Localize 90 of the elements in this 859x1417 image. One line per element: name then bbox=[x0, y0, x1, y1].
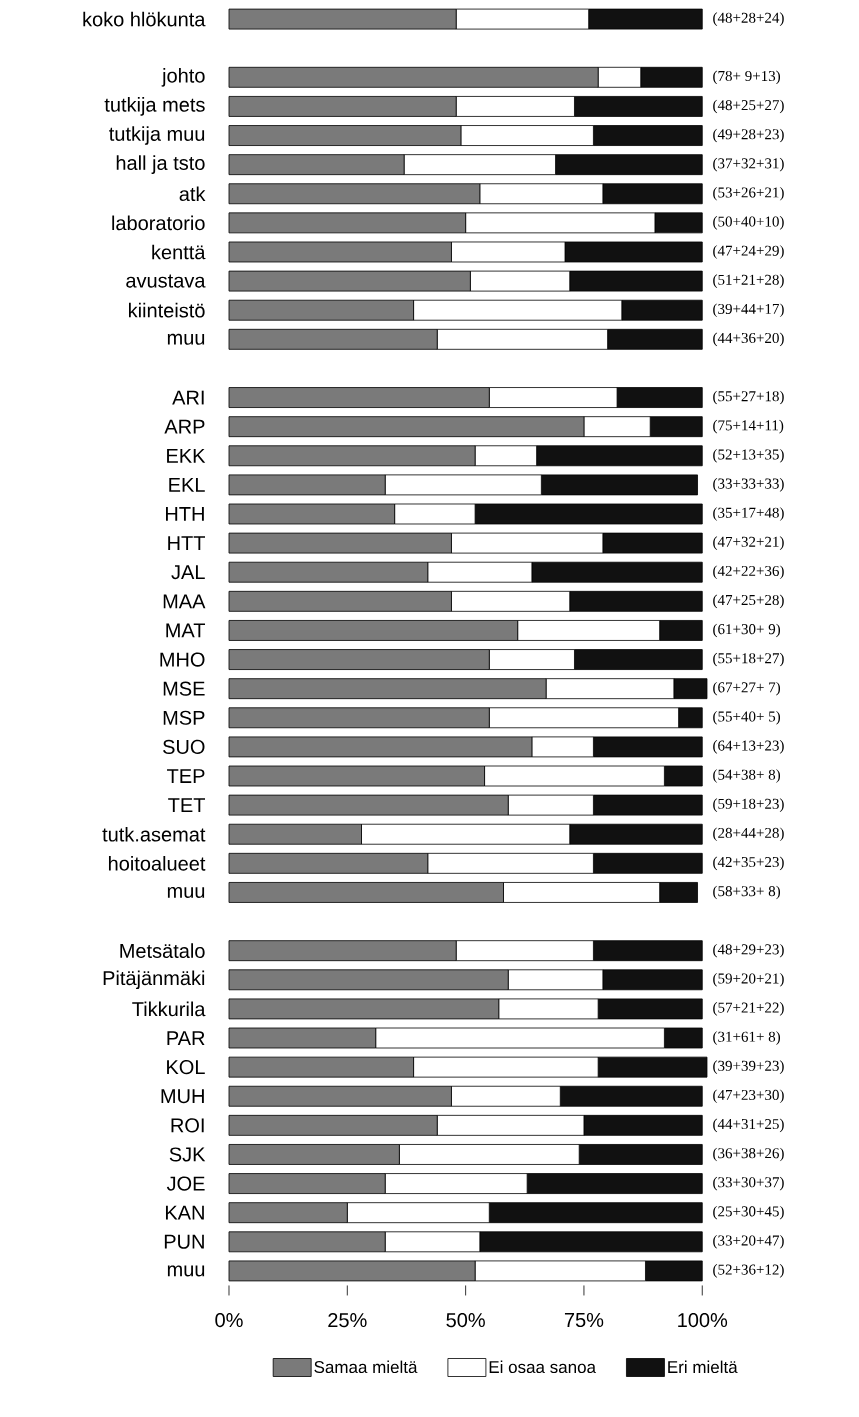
y-tick-label: MHO bbox=[160, 652, 205, 667]
total-label: (48+29+23) bbox=[713, 943, 784, 958]
y-tick-label: MAA bbox=[163, 594, 206, 609]
total-label: (54+38+ 8) bbox=[713, 769, 781, 783]
total-label: (31+61+ 8) bbox=[713, 1031, 781, 1045]
total-label: (42+22+36) bbox=[713, 565, 784, 580]
legend-label: Ei osaa sanoa bbox=[489, 1360, 597, 1374]
total-label: (39+39+23) bbox=[713, 1060, 784, 1074]
y-tick-label: tutk.asemat bbox=[102, 826, 206, 842]
total-label: (52+13+35) bbox=[713, 448, 784, 463]
total-label: (44+36+20) bbox=[713, 332, 784, 347]
total-label: (49+28+23) bbox=[713, 128, 784, 143]
x-tick-label: 0% bbox=[215, 1313, 243, 1328]
y-tick-label: hall ja tsto bbox=[116, 155, 205, 174]
total-label: (64+13+23) bbox=[713, 740, 784, 754]
total-label: (47+24+29) bbox=[713, 245, 784, 259]
y-tick-label: HTH bbox=[166, 507, 204, 521]
y-tick-label: EKK bbox=[167, 448, 206, 463]
y-tick-label: avustava bbox=[126, 274, 206, 288]
y-tick-label: MUH bbox=[161, 1089, 204, 1104]
total-label: (50+40+10) bbox=[713, 216, 784, 230]
total-label: (55+18+27) bbox=[713, 652, 784, 667]
legend-label: Samaa mieltä bbox=[314, 1360, 418, 1374]
y-tick-label: muu bbox=[167, 886, 205, 898]
y-tick-label: kiinteistö bbox=[129, 302, 205, 318]
y-tick-label: KAN bbox=[165, 1205, 204, 1220]
y-tick-label: PAR bbox=[167, 1031, 205, 1045]
total-label: (47+23+30) bbox=[713, 1089, 784, 1104]
y-tick-label: MAT bbox=[166, 623, 206, 638]
total-label: (33+33+33) bbox=[713, 478, 784, 492]
y-tick-label: JAL bbox=[171, 565, 205, 580]
x-tick-label: 25% bbox=[328, 1313, 367, 1328]
y-tick-label: Tikkurila bbox=[132, 1001, 206, 1017]
total-label: (52+36+12) bbox=[713, 1264, 784, 1278]
y-tick-label: tutkija mets bbox=[104, 97, 205, 116]
y-tick-label: hoitoalueet bbox=[108, 856, 206, 871]
total-label: (61+30+ 9) bbox=[713, 623, 781, 638]
y-tick-label: koko hlökunta bbox=[83, 11, 206, 27]
total-label: (53+26+21) bbox=[713, 186, 784, 201]
total-label: (57+21+22) bbox=[713, 1002, 784, 1016]
total-label: (78+ 9+13) bbox=[713, 70, 781, 85]
y-tick-label: atk bbox=[179, 186, 206, 202]
y-tick-label: johto bbox=[161, 67, 205, 87]
y-tick-label: Metsätalo bbox=[120, 943, 205, 959]
total-label: (25+30+45) bbox=[713, 1205, 784, 1220]
y-tick-label: kenttä bbox=[152, 244, 206, 260]
y-tick-label: TEP bbox=[167, 769, 205, 783]
y-tick-label: MSE bbox=[163, 681, 205, 696]
total-label: (33+20+47) bbox=[713, 1235, 784, 1249]
total-label: (55+40+ 5) bbox=[713, 710, 781, 725]
total-label: (42+35+23) bbox=[713, 856, 784, 871]
legend-label: Eri mieltä bbox=[668, 1360, 738, 1374]
total-label: (39+44+17) bbox=[713, 303, 784, 318]
y-tick-label: PUN bbox=[164, 1234, 204, 1249]
y-tick-label: laboratorio bbox=[112, 215, 205, 231]
total-label: (48+28+24) bbox=[713, 12, 784, 26]
y-tick-label: TET bbox=[168, 798, 206, 812]
x-tick-label: 75% bbox=[564, 1313, 604, 1328]
total-label: (28+44+28) bbox=[713, 827, 784, 842]
total-label: (58+33+ 8) bbox=[713, 885, 781, 900]
y-tick-label: ARP bbox=[164, 419, 205, 434]
y-tick-label: ARI bbox=[172, 390, 204, 405]
x-tick-label: 50% bbox=[446, 1313, 485, 1328]
y-tick-label: tutkija muu bbox=[109, 126, 205, 145]
total-label: (67+27+ 7) bbox=[713, 681, 781, 696]
total-label: (47+32+21) bbox=[713, 536, 784, 550]
y-tick-label: MSP bbox=[163, 710, 205, 725]
y-tick-label: EKL bbox=[169, 478, 205, 492]
total-label: (47+25+28) bbox=[713, 594, 784, 609]
total-label: (75+14+11) bbox=[713, 419, 784, 434]
y-tick-label: muu bbox=[167, 333, 205, 345]
y-tick-label: KOL bbox=[167, 1060, 205, 1075]
total-label: (59+18+23) bbox=[713, 798, 784, 812]
y-tick-label: muu bbox=[167, 1265, 205, 1277]
y-tick-label: Pitäjänmäki bbox=[103, 970, 205, 990]
total-label: (55+27+18) bbox=[713, 390, 784, 405]
total-label: (44+31+25) bbox=[713, 1118, 784, 1133]
total-label: (51+21+28) bbox=[713, 274, 784, 288]
y-tick-label: SJK bbox=[169, 1147, 206, 1162]
y-tick-label: HTT bbox=[168, 536, 206, 550]
x-tick-label: 100% bbox=[678, 1313, 728, 1328]
y-tick-label: JOE bbox=[166, 1176, 205, 1191]
y-tick-label: SUO bbox=[163, 739, 205, 754]
total-label: (59+20+21) bbox=[713, 973, 784, 987]
total-label: (33+30+37) bbox=[713, 1176, 784, 1191]
y-tick-label: ROI bbox=[171, 1118, 204, 1133]
total-label: (35+17+48) bbox=[713, 507, 784, 521]
total-label: (36+38+26) bbox=[713, 1147, 784, 1162]
total-label: (37+32+31) bbox=[713, 157, 784, 172]
total-label: (48+25+27) bbox=[713, 99, 784, 114]
